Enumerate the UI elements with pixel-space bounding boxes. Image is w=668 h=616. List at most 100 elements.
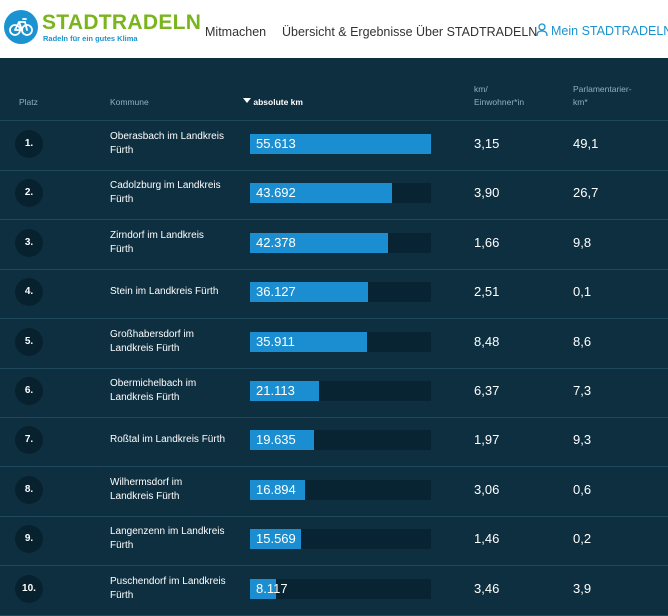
nav-ueber-stadtradeln[interactable]: Über STADTRADELN — [416, 25, 537, 39]
km-value: 19.635 — [256, 430, 296, 450]
kommune-name: Stein im Landkreis Fürth — [110, 285, 245, 299]
kommune-name-line: Oberasbach im Landkreis — [110, 130, 245, 144]
kommune-name-line: Obermichelbach im — [110, 377, 245, 391]
rank-badge: 2. — [15, 179, 43, 207]
rank-badge: 8. — [15, 476, 43, 504]
kommune-name: Wilhermsdorf im Landkreis Fürth — [110, 476, 245, 504]
km-bar-track: 21.113 — [250, 381, 431, 401]
logo-subtitle: Radeln für ein gutes Klima — [43, 34, 138, 43]
rank-badge: 1. — [15, 130, 43, 158]
kommune-name: Langenzenn im Landkreis Fürth — [110, 525, 245, 553]
km-bar-track: 35.911 — [250, 332, 431, 352]
kommune-name: Oberasbach im Landkreis Fürth — [110, 130, 245, 158]
kommune-name: Roßtal im Landkreis Fürth — [110, 433, 245, 447]
rank-badge: 4. — [15, 278, 43, 306]
km-bar-track: 15.569 — [250, 529, 431, 549]
header-km-per-capita-line1: km/ — [474, 83, 524, 96]
km-per-capita-value: 1,66 — [474, 220, 499, 266]
kommune-name-line: Landkreis Fürth — [110, 391, 245, 405]
table-row[interactable]: 1. Oberasbach im Landkreis Fürth 55.613 3,15… — [0, 121, 668, 171]
km-bar-track: 43.692 — [250, 183, 431, 203]
km-value: 21.113 — [256, 381, 295, 401]
header-km-per-capita-line2: Einwohner*in — [474, 96, 524, 109]
km-bar-track: 8.117 — [250, 579, 431, 599]
km-value: 43.692 — [256, 183, 296, 203]
km-bar-track: 16.894 — [250, 480, 431, 500]
kommune-name: Cadolzburg im Landkreis Fürth — [110, 179, 245, 207]
account-label: Mein STADTRADELN — [551, 24, 668, 38]
km-value: 16.894 — [256, 480, 296, 500]
km-value: 42.378 — [256, 233, 296, 253]
kommune-name-line: Cadolzburg im Landkreis — [110, 179, 245, 193]
table-row[interactable]: 5. Großhabersdorf im Landkreis Fürth 35.911… — [0, 319, 668, 369]
kommune-name-line: Stein im Landkreis Fürth — [110, 285, 245, 299]
kommune-name-line: Langenzenn im Landkreis — [110, 525, 245, 539]
kommune-name-line: Landkreis Fürth — [110, 342, 245, 356]
header-kommune[interactable]: Kommune — [110, 96, 149, 109]
sort-down-icon — [243, 97, 253, 107]
kommune-name: Puschendorf im Landkreis Fürth — [110, 575, 245, 603]
nav-uebersicht-ergebnisse[interactable]: Übersicht & Ergebnisse — [282, 25, 413, 39]
user-icon — [536, 23, 548, 40]
header-absolute-km[interactable]: absolute km — [243, 96, 303, 109]
km-value: 8.117 — [256, 579, 288, 599]
km-bar-track: 42.378 — [250, 233, 431, 253]
table-row[interactable]: 7. Roßtal im Landkreis Fürth 19.635 1,97 9,3 — [0, 417, 668, 467]
km-per-capita-value: 3,06 — [474, 467, 499, 513]
table-row[interactable]: 8. Wilhermsdorf im Landkreis Fürth 16.894 3,… — [0, 467, 668, 517]
parliamentarian-km-value: 9,8 — [573, 220, 591, 266]
kommune-name-line: Fürth — [110, 193, 245, 207]
rank-badge: 3. — [15, 229, 43, 257]
header-parliamentarian-km-line2: km* — [573, 96, 632, 109]
parliamentarian-km-value: 0,1 — [573, 269, 591, 315]
rank-badge: 6. — [15, 377, 43, 405]
parliamentarian-km-value: 49,1 — [573, 121, 598, 167]
table-header: Platz Kommune absolute km km/ Einwohner*… — [0, 58, 668, 121]
header-parliamentarian-km[interactable]: Parlamentarier- km* — [573, 83, 632, 109]
parliamentarian-km-value: 3,9 — [573, 566, 591, 612]
table-row[interactable]: 6. Obermichelbach im Landkreis Fürth 21.113… — [0, 368, 668, 418]
kommune-name-line: Fürth — [110, 144, 245, 158]
parliamentarian-km-value: 7,3 — [573, 368, 591, 414]
table-row[interactable]: 4. Stein im Landkreis Fürth 36.127 2,51 0,1 — [0, 269, 668, 319]
kommune-name: Obermichelbach im Landkreis Fürth — [110, 377, 245, 405]
rank-badge: 5. — [15, 328, 43, 356]
parliamentarian-km-value: 8,6 — [573, 319, 591, 365]
table-row[interactable]: 9. Langenzenn im Landkreis Fürth 15.569 1,46… — [0, 516, 668, 566]
kommune-name: Zirndorf im Landkreis Fürth — [110, 229, 245, 257]
bicycle-icon — [4, 10, 38, 44]
kommune-name-line: Fürth — [110, 589, 245, 603]
logo-title: STADTRADELN — [42, 11, 201, 35]
rank-badge: 9. — [15, 525, 43, 553]
kommune-name-line: Roßtal im Landkreis Fürth — [110, 433, 245, 447]
km-per-capita-value: 3,46 — [474, 566, 499, 612]
km-bar-track: 36.127 — [250, 282, 431, 302]
km-per-capita-value: 1,97 — [474, 417, 499, 463]
kommune-name-line: Fürth — [110, 243, 245, 257]
km-per-capita-value: 1,46 — [474, 516, 499, 562]
header-absolute-km-label: absolute km — [253, 97, 303, 107]
parliamentarian-km-value: 9,3 — [573, 417, 591, 463]
header-platz[interactable]: Platz — [19, 96, 38, 109]
kommune-name-line: Landkreis Fürth — [110, 490, 245, 504]
km-bar-track: 55.613 — [250, 134, 431, 154]
km-value: 36.127 — [256, 282, 296, 302]
km-per-capita-value: 3,90 — [474, 170, 499, 216]
parliamentarian-km-value: 26,7 — [573, 170, 598, 216]
table-row[interactable]: 10. Puschendorf im Landkreis Fürth 8.117 3,4… — [0, 566, 668, 616]
km-per-capita-value: 2,51 — [474, 269, 499, 315]
parliamentarian-km-value: 0,6 — [573, 467, 591, 513]
stadtradeln-logo[interactable]: STADTRADELN Radeln für ein gutes Klima — [4, 8, 160, 46]
km-per-capita-value: 6,37 — [474, 368, 499, 414]
km-value: 35.911 — [256, 332, 295, 352]
header-km-per-capita[interactable]: km/ Einwohner*in — [474, 83, 524, 109]
parliamentarian-km-value: 0,2 — [573, 516, 591, 562]
nav-mein-stadtradeln[interactable]: Mein STADTRADELN — [536, 23, 668, 40]
header-parliamentarian-km-line1: Parlamentarier- — [573, 83, 632, 96]
kommune-name: Großhabersdorf im Landkreis Fürth — [110, 328, 245, 356]
kommune-name-line: Fürth — [110, 539, 245, 553]
table-row[interactable]: 2. Cadolzburg im Landkreis Fürth 43.692 3,90… — [0, 170, 668, 220]
nav-mitmachen[interactable]: Mitmachen — [205, 25, 266, 39]
km-per-capita-value: 3,15 — [474, 121, 499, 167]
table-row[interactable]: 3. Zirndorf im Landkreis Fürth 42.378 1,66 9,… — [0, 220, 668, 270]
